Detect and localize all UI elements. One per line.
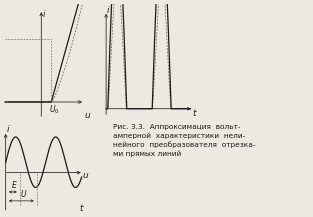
Text: $U_0$: $U_0$ bbox=[49, 104, 60, 116]
Text: Рис. 3.3.  Аппроксимация  вольт-
амперной  характеристики  нели-
нейного  преобр: Рис. 3.3. Аппроксимация вольт- амперной … bbox=[113, 124, 255, 157]
Text: u: u bbox=[83, 171, 88, 180]
Text: u: u bbox=[84, 111, 90, 120]
Text: i: i bbox=[42, 10, 45, 19]
Text: t: t bbox=[193, 109, 196, 118]
Text: i: i bbox=[107, 6, 109, 15]
Text: E: E bbox=[12, 181, 17, 190]
Text: i: i bbox=[6, 125, 9, 135]
Text: t: t bbox=[80, 204, 83, 213]
Text: U: U bbox=[21, 190, 26, 199]
